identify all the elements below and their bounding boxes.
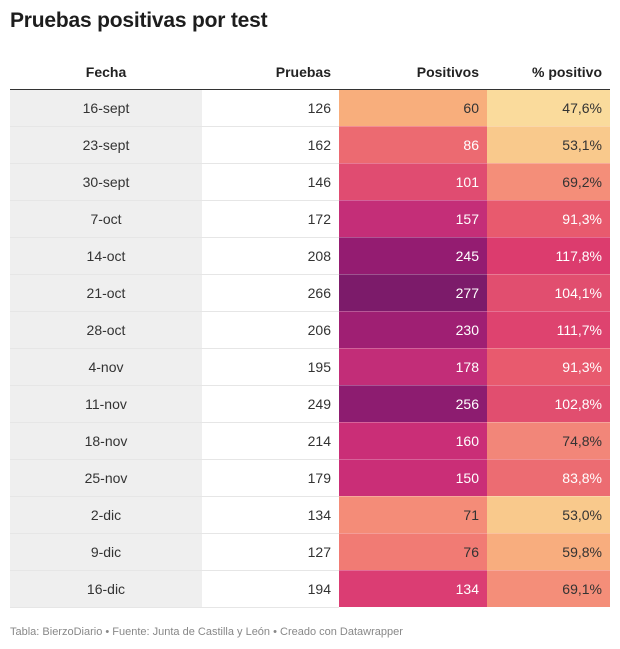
cell-fecha: 4-nov <box>10 348 202 386</box>
cell-fecha: 30-sept <box>10 163 202 201</box>
column-header-pct-positivo[interactable]: % positivo <box>487 55 610 90</box>
cell-pct-positivo: 91,3% <box>487 200 610 238</box>
table-row: 25-nov 179 150 83,8% <box>10 459 610 497</box>
cell-pruebas: 134 <box>202 496 339 534</box>
table-row: 2-dic 134 71 53,0% <box>10 496 610 534</box>
cell-fecha: 16-sept <box>10 89 202 127</box>
cell-positivos: 230 <box>339 311 487 349</box>
cell-pct-positivo: 102,8% <box>487 385 610 423</box>
column-header-pruebas[interactable]: Pruebas <box>202 55 339 90</box>
cell-positivos: 71 <box>339 496 487 534</box>
cell-pct-positivo: 74,8% <box>487 422 610 460</box>
table-row: 4-nov 195 178 91,3% <box>10 348 610 386</box>
table-row: 9-dic 127 76 59,8% <box>10 533 610 571</box>
cell-pct-positivo: 83,8% <box>487 459 610 497</box>
table-row: 28-oct 206 230 111,7% <box>10 311 610 349</box>
table-row: 7-oct 172 157 91,3% <box>10 200 610 238</box>
cell-pruebas: 214 <box>202 422 339 460</box>
data-table: Fecha Pruebas Positivos % positivo 16-se… <box>10 55 610 608</box>
cell-positivos: 86 <box>339 126 487 164</box>
cell-positivos: 101 <box>339 163 487 201</box>
cell-positivos: 178 <box>339 348 487 386</box>
cell-pct-positivo: 47,6% <box>487 89 610 127</box>
cell-pct-positivo: 53,1% <box>487 126 610 164</box>
cell-pruebas: 126 <box>202 89 339 127</box>
cell-pruebas: 172 <box>202 200 339 238</box>
table-row: 18-nov 214 160 74,8% <box>10 422 610 460</box>
table-row: 16-dic 194 134 69,1% <box>10 570 610 608</box>
cell-fecha: 9-dic <box>10 533 202 571</box>
cell-fecha: 16-dic <box>10 570 202 608</box>
cell-fecha: 7-oct <box>10 200 202 238</box>
cell-positivos: 60 <box>339 89 487 127</box>
cell-pruebas: 206 <box>202 311 339 349</box>
cell-pruebas: 194 <box>202 570 339 608</box>
cell-fecha: 14-oct <box>10 237 202 275</box>
cell-pruebas: 266 <box>202 274 339 312</box>
table-row: 16-sept 126 60 47,6% <box>10 89 610 127</box>
header-row: Fecha Pruebas Positivos % positivo <box>10 55 610 90</box>
column-header-positivos[interactable]: Positivos <box>339 55 487 90</box>
cell-pruebas: 127 <box>202 533 339 571</box>
cell-fecha: 25-nov <box>10 459 202 497</box>
cell-pruebas: 208 <box>202 237 339 275</box>
cell-pruebas: 162 <box>202 126 339 164</box>
cell-pruebas: 179 <box>202 459 339 497</box>
cell-pruebas: 195 <box>202 348 339 386</box>
cell-pct-positivo: 59,8% <box>487 533 610 571</box>
cell-positivos: 150 <box>339 459 487 497</box>
cell-positivos: 134 <box>339 570 487 608</box>
cell-pct-positivo: 69,1% <box>487 570 610 608</box>
cell-pct-positivo: 117,8% <box>487 237 610 275</box>
cell-fecha: 28-oct <box>10 311 202 349</box>
table-row: 14-oct 208 245 117,8% <box>10 237 610 275</box>
cell-positivos: 256 <box>339 385 487 423</box>
cell-positivos: 277 <box>339 274 487 312</box>
cell-pruebas: 146 <box>202 163 339 201</box>
cell-pct-positivo: 111,7% <box>487 311 610 349</box>
cell-pruebas: 249 <box>202 385 339 423</box>
cell-pct-positivo: 91,3% <box>487 348 610 386</box>
cell-fecha: 2-dic <box>10 496 202 534</box>
footer-credits: Tabla: BierzoDiario • Fuente: Junta de C… <box>10 626 403 638</box>
chart-title: Pruebas positivas por test <box>10 9 268 32</box>
table-row: 21-oct 266 277 104,1% <box>10 274 610 312</box>
cell-fecha: 21-oct <box>10 274 202 312</box>
cell-positivos: 160 <box>339 422 487 460</box>
cell-pct-positivo: 53,0% <box>487 496 610 534</box>
cell-fecha: 23-sept <box>10 126 202 164</box>
cell-positivos: 76 <box>339 533 487 571</box>
table-row: 23-sept 162 86 53,1% <box>10 126 610 164</box>
cell-pct-positivo: 104,1% <box>487 274 610 312</box>
column-header-fecha[interactable]: Fecha <box>10 55 202 90</box>
cell-positivos: 157 <box>339 200 487 238</box>
cell-fecha: 11-nov <box>10 385 202 423</box>
table-row: 11-nov 249 256 102,8% <box>10 385 610 423</box>
cell-fecha: 18-nov <box>10 422 202 460</box>
table-body: 16-sept 126 60 47,6% 23-sept 162 86 53,1% 30-sep… <box>10 89 610 608</box>
cell-pct-positivo: 69,2% <box>487 163 610 201</box>
cell-positivos: 245 <box>339 237 487 275</box>
table-row: 30-sept 146 101 69,2% <box>10 163 610 201</box>
